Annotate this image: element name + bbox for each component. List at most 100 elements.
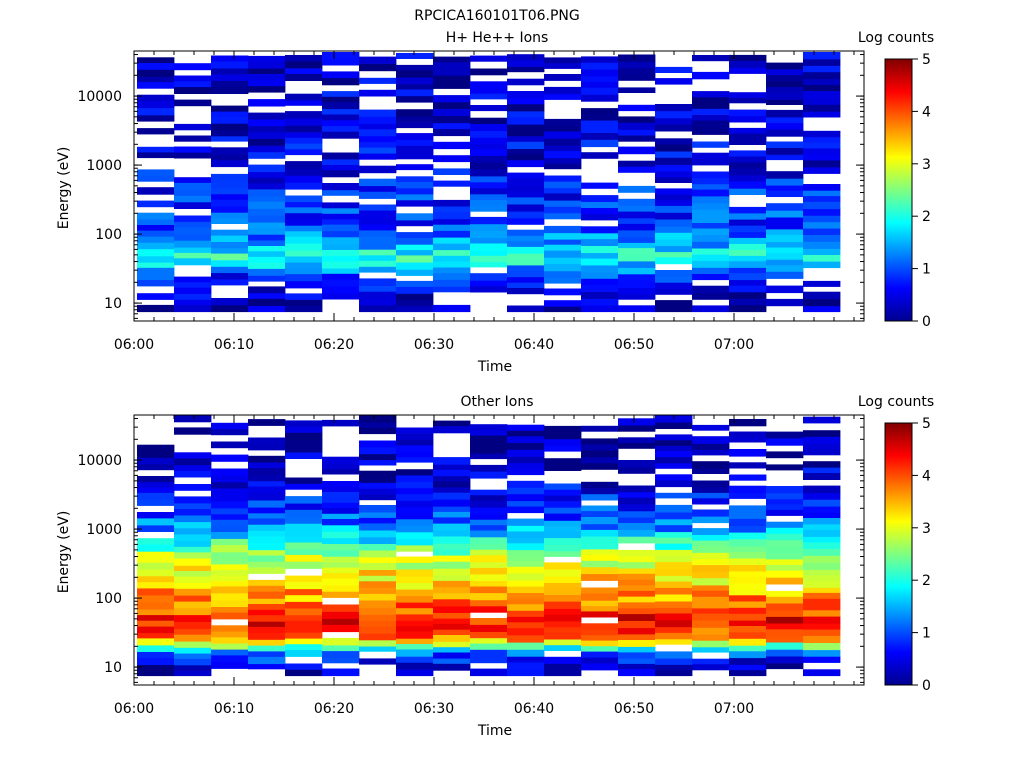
heatmap-cell xyxy=(692,590,730,597)
heatmap-cell xyxy=(322,236,360,245)
heatmap-cell xyxy=(211,61,249,69)
heatmap-cell xyxy=(470,637,508,644)
heatmap-cell xyxy=(507,60,545,67)
heatmap-cell xyxy=(581,226,619,234)
heatmap-cell xyxy=(729,279,767,286)
heatmap-cell xyxy=(322,292,360,300)
heatmap-cell xyxy=(396,70,434,78)
heatmap-cell xyxy=(174,135,212,142)
heatmap-cell xyxy=(211,212,249,219)
heatmap-cell xyxy=(470,580,508,587)
heatmap-cell xyxy=(322,556,360,563)
heatmap-cell xyxy=(248,262,286,269)
heatmap-cell xyxy=(470,536,508,545)
heatmap-cell xyxy=(396,625,434,632)
heatmap-cell xyxy=(470,93,508,100)
heatmap-cell xyxy=(322,481,360,487)
heatmap-cell xyxy=(803,592,841,599)
heatmap-cell xyxy=(322,567,360,574)
heatmap-cell xyxy=(507,240,545,247)
heatmap-cell xyxy=(137,169,175,176)
heatmap-cell xyxy=(581,252,619,259)
heatmap-cell xyxy=(396,244,434,251)
heatmap-cell xyxy=(433,272,471,280)
heatmap-cell xyxy=(137,242,175,250)
heatmap-cell xyxy=(359,569,397,576)
heatmap-cell xyxy=(359,459,397,466)
heatmap-cell xyxy=(285,426,323,433)
x-tick-label: 06:00 xyxy=(114,701,154,717)
heatmap-cell xyxy=(359,147,397,154)
heatmap-cell xyxy=(322,572,360,579)
heatmap-cell xyxy=(359,278,397,286)
heatmap-cell xyxy=(618,529,656,537)
heatmap-cell xyxy=(766,86,804,94)
heatmap-cell xyxy=(692,222,730,229)
heatmap-cell xyxy=(470,429,508,436)
heatmap-cell xyxy=(211,593,249,601)
heatmap-cell xyxy=(359,249,397,256)
heatmap-cell xyxy=(766,190,804,197)
heatmap-cell xyxy=(729,97,767,104)
heatmap-cell xyxy=(729,525,767,533)
heatmap-cell xyxy=(174,195,212,203)
heatmap-cell xyxy=(729,620,767,626)
heatmap-cell xyxy=(692,228,730,236)
heatmap-cell xyxy=(174,123,212,131)
heatmap-cell xyxy=(248,138,286,146)
heatmap-cell xyxy=(507,103,545,112)
heatmap-cell xyxy=(359,128,397,137)
heatmap-cell xyxy=(766,241,804,248)
heatmap-cell xyxy=(285,432,323,440)
heatmap-cell xyxy=(433,536,471,544)
heatmap-cell xyxy=(618,67,656,75)
heatmap-cell xyxy=(137,304,175,313)
heatmap-cell xyxy=(470,668,508,677)
heatmap-cell xyxy=(470,199,508,206)
heatmap-cell xyxy=(322,77,360,86)
heatmap-cell xyxy=(211,147,249,155)
heatmap-cell xyxy=(655,270,693,278)
heatmap-cell xyxy=(470,243,508,251)
heatmap-cell xyxy=(803,555,841,563)
heatmap-cell xyxy=(618,568,656,574)
heatmap-cell xyxy=(507,493,545,502)
heatmap-cell xyxy=(618,236,656,243)
heatmap-cell xyxy=(396,518,434,526)
heatmap-cell xyxy=(470,155,508,163)
heatmap-cell xyxy=(285,509,323,517)
heatmap-cell xyxy=(396,145,434,153)
heatmap-cell xyxy=(729,168,767,176)
heatmap-cell xyxy=(581,271,619,279)
heatmap-cell xyxy=(359,109,397,117)
heatmap-cell xyxy=(211,636,249,644)
heatmap-cell xyxy=(803,499,841,507)
heatmap-cell xyxy=(396,121,434,129)
heatmap-cell xyxy=(396,262,434,270)
heatmap-cell xyxy=(470,514,508,520)
heatmap-cell xyxy=(803,649,841,657)
heatmap-cell xyxy=(396,457,434,463)
heatmap-cell xyxy=(507,610,545,617)
heatmap-cell xyxy=(359,243,397,250)
heatmap-cell xyxy=(470,605,508,613)
heatmap-cell xyxy=(581,450,619,458)
heatmap-cell xyxy=(433,56,471,63)
heatmap-cell xyxy=(729,60,767,68)
heatmap-cell xyxy=(211,513,249,520)
heatmap-cell xyxy=(766,533,804,541)
heatmap-cell xyxy=(803,201,841,209)
heatmap-cell xyxy=(581,529,619,537)
heatmap-cell xyxy=(137,262,175,268)
heatmap-cell xyxy=(285,614,323,621)
heatmap-cell xyxy=(322,668,360,677)
heatmap-cell xyxy=(174,570,212,577)
heatmap-cell xyxy=(174,608,212,616)
heatmap-cell xyxy=(248,125,286,133)
heatmap-cell xyxy=(581,139,619,148)
heatmap-cell xyxy=(248,268,286,276)
heatmap-cell xyxy=(803,228,841,235)
heatmap-cell xyxy=(285,542,323,549)
heatmap-cell xyxy=(433,267,471,274)
heatmap-cell xyxy=(285,230,323,237)
